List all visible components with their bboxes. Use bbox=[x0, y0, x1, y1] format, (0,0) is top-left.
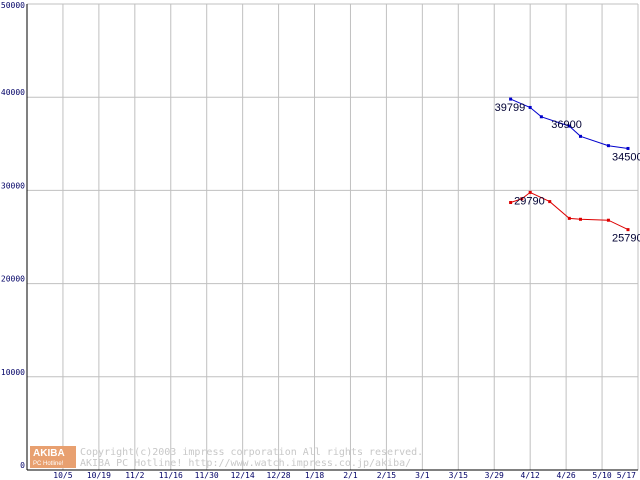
copyright-line-2: AKIBA PC Hotline! http://www.watch.impre… bbox=[80, 458, 411, 469]
x-tick-label: 5/17 bbox=[617, 471, 636, 480]
x-tick-label: 2/15 bbox=[377, 471, 396, 480]
x-tick-label: 10/5 bbox=[53, 471, 72, 480]
x-tick-label: 5/10 bbox=[592, 471, 611, 480]
data-label: 39799 bbox=[495, 102, 526, 114]
data-point bbox=[520, 197, 524, 201]
data-point bbox=[578, 217, 582, 221]
data-point bbox=[528, 190, 532, 194]
akiba-logo-text: AKIBA bbox=[33, 448, 65, 459]
data-point bbox=[509, 201, 513, 205]
x-tick-label: 2/1 bbox=[343, 471, 358, 480]
chart-axes bbox=[26, 4, 638, 471]
data-point bbox=[509, 97, 513, 101]
x-tick-label: 11/16 bbox=[159, 471, 183, 480]
x-tick-label: 1/18 bbox=[305, 471, 324, 480]
data-point bbox=[548, 200, 552, 204]
x-tick-label: 12/28 bbox=[267, 471, 291, 480]
y-tick-label: 20000 bbox=[1, 275, 25, 284]
data-point bbox=[567, 124, 571, 128]
akiba-logo-box bbox=[30, 446, 76, 468]
x-tick-label: 12/14 bbox=[231, 471, 255, 480]
x-tick-label: 3/15 bbox=[449, 471, 468, 480]
data-point bbox=[578, 134, 582, 138]
x-tick-label: 11/2 bbox=[125, 471, 144, 480]
data-point bbox=[539, 115, 543, 119]
data-point bbox=[626, 228, 630, 232]
x-tick-label: 3/1 bbox=[415, 471, 430, 480]
x-tick-label: 4/26 bbox=[556, 471, 575, 480]
y-tick-label: 50000 bbox=[1, 1, 25, 10]
y-tick-label: 30000 bbox=[1, 181, 25, 190]
data-point bbox=[626, 146, 630, 150]
y-tick-label: 40000 bbox=[1, 88, 25, 97]
y-axis-ticks: 0 10000 20000 30000 40000 50000 bbox=[1, 1, 25, 470]
y-tick-label: 0 bbox=[20, 461, 25, 470]
akiba-logo-sub: PC Hotline! bbox=[33, 461, 64, 467]
x-tick-label: 3/29 bbox=[485, 471, 504, 480]
x-tick-label: 10/19 bbox=[87, 471, 111, 480]
x-tick-label: 4/12 bbox=[521, 471, 540, 480]
data-point bbox=[528, 105, 532, 109]
data-label: 34500 bbox=[612, 151, 640, 163]
x-axis-ticks: 10/5 10/19 11/2 11/16 11/30 12/14 12/28 1/18 2/1… bbox=[53, 471, 636, 480]
series-0: 39799 36900 34500 bbox=[495, 97, 640, 163]
y-tick-label: 10000 bbox=[1, 368, 25, 377]
data-point bbox=[606, 144, 610, 148]
copyright-line-1: Copyright(c)2003 impress corporation All… bbox=[80, 447, 423, 458]
chart-series: 39799 36900 34500 29790 25790 bbox=[495, 97, 640, 245]
data-point bbox=[606, 218, 610, 222]
copyright-watermark: AKIBA PC Hotline! Copyright(c)2003 impre… bbox=[30, 446, 423, 469]
data-label: 25790 bbox=[612, 233, 640, 245]
data-point bbox=[567, 216, 571, 220]
data-label: 36900 bbox=[551, 119, 582, 131]
series-1: 29790 25790 bbox=[509, 190, 640, 245]
data-label: 29790 bbox=[514, 195, 545, 207]
x-tick-label: 11/30 bbox=[195, 471, 219, 480]
chart-grid bbox=[27, 3, 639, 471]
